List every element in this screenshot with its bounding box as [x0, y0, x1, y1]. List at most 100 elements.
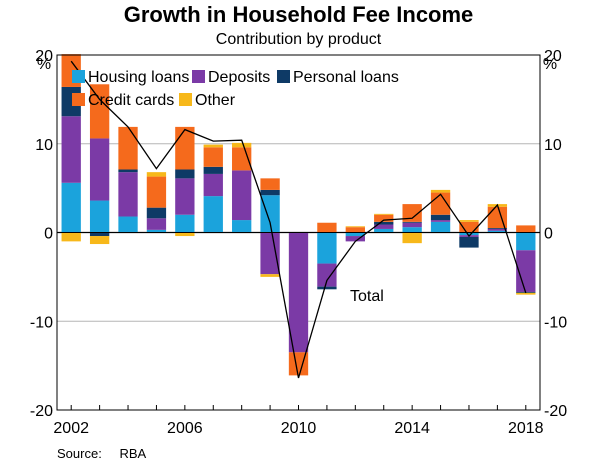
bar-segment: [430, 189, 451, 193]
bar-segment: [175, 232, 195, 237]
bar-segment: [430, 221, 451, 233]
total-annotation: Total: [350, 288, 384, 305]
bar-segment: [402, 204, 422, 222]
bar-segment: [374, 213, 394, 215]
bar-segment: [345, 232, 365, 237]
bar-segment: [516, 232, 536, 251]
y-unit-left: %: [37, 56, 51, 73]
bar-segment: [232, 170, 252, 221]
bar-segment: [374, 214, 394, 222]
y-tick-label-right: 0: [544, 226, 553, 243]
bar-segment: [260, 274, 280, 277]
bar-segment: [175, 178, 195, 215]
bar-segment: [487, 206, 508, 229]
bar-segment: [203, 144, 223, 148]
legend-swatch: [277, 70, 290, 83]
x-tick-label: 2010: [281, 420, 317, 437]
bar-segment: [459, 220, 479, 222]
bar-segment: [487, 228, 508, 229]
chart-subtitle: Contribution by product: [215, 31, 382, 48]
bar-segment: [232, 220, 252, 233]
bar-segment: [61, 232, 81, 242]
bar-segment: [89, 84, 110, 139]
bar-segment: [175, 169, 195, 179]
bar-segment: [61, 182, 81, 233]
bar-segment: [516, 225, 536, 233]
x-tick-label: 2002: [53, 420, 89, 437]
legend-swatch: [192, 70, 205, 83]
y-tick-label-left: -10: [30, 314, 53, 331]
y-unit-right: %: [543, 56, 557, 73]
legend-swatch: [72, 70, 85, 83]
bar-segment: [89, 236, 110, 245]
x-tick-label: 2018: [508, 420, 544, 437]
bar-segment: [260, 195, 280, 233]
bar-segment: [260, 189, 280, 196]
bar-segment: [175, 214, 195, 233]
legend-label: Personal loans: [293, 69, 399, 86]
bar-segment: [345, 226, 365, 228]
source-label: Source:: [57, 446, 102, 461]
bar-segment: [260, 178, 280, 190]
legend-label: Other: [195, 92, 236, 109]
legend-swatch: [72, 93, 85, 106]
y-tick-label-left: 10: [35, 137, 53, 154]
bar-segment: [430, 220, 451, 222]
y-tick-label-left: -20: [30, 403, 53, 420]
bar-segment: [516, 292, 536, 295]
bar-segment: [203, 166, 223, 174]
total-series-line: [70, 60, 527, 379]
bar-segment: [260, 232, 280, 275]
bar-segment: [402, 222, 422, 228]
y-tick-label-left: 20: [35, 48, 53, 65]
bar-segment: [118, 169, 138, 173]
bar-segment: [374, 228, 394, 233]
bar-segment: [118, 216, 138, 233]
bar-segment: [146, 218, 167, 230]
x-tick-label: 2006: [167, 420, 203, 437]
bar-segment: [175, 126, 195, 170]
legend-label: Deposits: [208, 69, 270, 86]
source-value: RBA: [119, 446, 147, 461]
bar-segment: [89, 232, 110, 237]
bar-segment: [118, 126, 138, 170]
y-tick-label-right: -10: [544, 314, 567, 331]
legend-label: Housing loans: [88, 69, 189, 86]
bar-segment: [61, 116, 81, 183]
y-tick-label-right: -20: [544, 403, 567, 420]
bar-segment: [516, 250, 536, 292]
bar-segment: [203, 173, 223, 197]
bar-segment: [203, 196, 223, 233]
bar-segment: [459, 232, 479, 236]
bar-segment: [146, 229, 167, 233]
bar-segment: [203, 147, 223, 167]
bar-segment: [459, 236, 479, 248]
bar-segment: [89, 200, 110, 233]
bar-segment: [402, 221, 422, 223]
bar-segment: [317, 263, 337, 287]
y-tick-label-left: 0: [44, 226, 53, 243]
bar-segment: [317, 232, 337, 264]
bar-segment: [118, 172, 138, 217]
bar-segment: [146, 176, 167, 208]
bar-segment: [232, 142, 252, 148]
y-tick-label-right: 10: [544, 137, 562, 154]
bar-segment: [402, 232, 422, 244]
bar-segment: [487, 228, 508, 231]
bar-segment: [288, 232, 309, 353]
bar-segment: [402, 227, 422, 233]
bar-segment: [317, 286, 337, 290]
bar-segment: [487, 230, 508, 233]
y-tick-label-right: 20: [544, 48, 562, 65]
legend-label: Credit cards: [88, 92, 174, 109]
bar-segment: [288, 352, 309, 376]
source-note: Source: RBA: [57, 446, 160, 461]
chart-title: Growth in Household Fee Income: [123, 2, 474, 27]
bar-segment: [430, 214, 451, 221]
bar-segment: [146, 207, 167, 219]
bar-segment: [345, 227, 365, 233]
legend-swatch: [179, 93, 192, 106]
bar-segment: [345, 236, 365, 242]
x-tick-label: 2014: [394, 420, 430, 437]
bar-segment: [317, 222, 337, 233]
